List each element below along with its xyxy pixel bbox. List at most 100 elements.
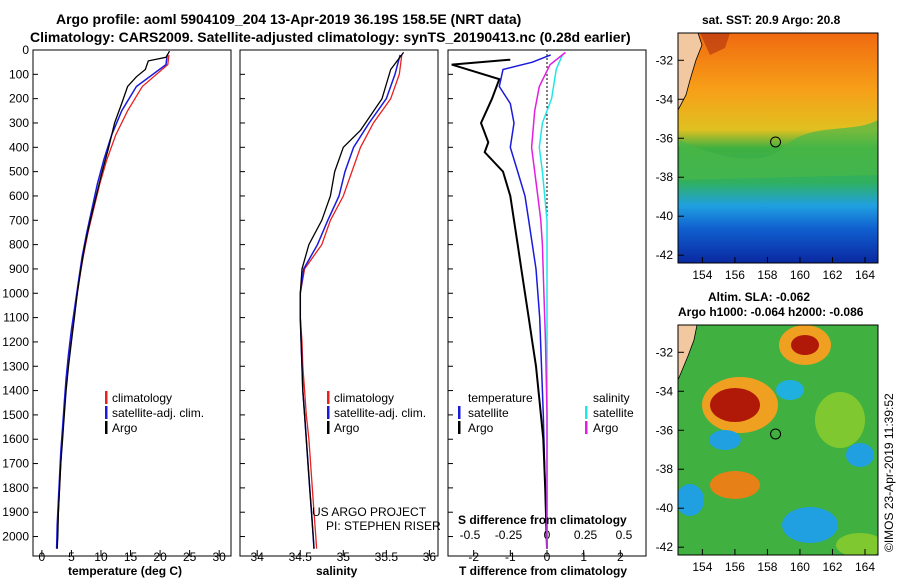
legend-t-argo: Argo <box>468 421 494 435</box>
depth-tick-label: 600 <box>9 189 29 203</box>
lon-tick-label: 160 <box>790 560 810 574</box>
lat-tick-label: -40 <box>656 501 674 515</box>
x-tick-label: 5 <box>68 550 75 564</box>
x-tick-label: 35.5 <box>375 550 399 564</box>
depth-tick-label: 300 <box>9 116 29 130</box>
x-tick-label: 35 <box>337 550 351 564</box>
s-diff-tick-label: -0.25 <box>495 528 523 542</box>
depth-tick-label: 400 <box>9 140 29 154</box>
sst-map-frame <box>677 32 879 264</box>
depth-tick-label: 500 <box>9 165 29 179</box>
legend-argo: Argo <box>334 421 360 435</box>
depth-tick-label: 800 <box>9 238 29 252</box>
sla-map-axes: 154 156 158 160 162 164 -32 -34 -36 -38 -40 -42 <box>656 345 876 574</box>
s-diff-tick-label: -0.5 <box>460 528 481 542</box>
difference-lines <box>451 51 566 549</box>
legend-swatch-s-satellite <box>585 406 588 419</box>
depth-tick-label: 2000 <box>2 530 29 544</box>
series-argo <box>299 52 405 549</box>
temperature-panel <box>32 49 232 557</box>
legend-swatch-climatology <box>327 391 330 404</box>
pi-credit: PI: STEPHEN RISER <box>326 519 441 533</box>
lon-tick-label: 162 <box>822 560 842 574</box>
series-s-argo <box>530 51 566 549</box>
depth-tick-label: 1300 <box>2 359 29 373</box>
legend-satellite: satellite-adj. clim. <box>112 406 204 420</box>
depth-tick-label: 1500 <box>2 408 29 422</box>
lon-tick-label: 156 <box>725 560 745 574</box>
x-tick-label: 25 <box>183 550 197 564</box>
lon-tick-label: 160 <box>790 268 810 282</box>
legend-swatch-s-argo <box>585 421 588 434</box>
series-s-satellite <box>538 54 564 549</box>
lat-tick-label: -42 <box>656 540 674 554</box>
sst-map-title: sat. SST: 20.9 Argo: 20.8 <box>702 13 841 27</box>
temperature-x-axis: 0 5 10 15 20 25 30 <box>39 550 226 564</box>
x-tick-label: 1 <box>580 550 587 564</box>
lat-tick-label: -36 <box>656 131 674 145</box>
x-tick-label: -2 <box>468 550 479 564</box>
legend-satellite: satellite-adj. clim. <box>334 406 426 420</box>
legend-argo: Argo <box>112 421 138 435</box>
lon-tick-label: 154 <box>692 560 712 574</box>
legend-swatch-climatology <box>105 391 108 404</box>
lat-tick-label: -34 <box>656 92 674 106</box>
x-tick-label: 36 <box>423 550 437 564</box>
legend-s-argo: Argo <box>593 421 619 435</box>
x-tick-label: 30 <box>212 550 226 564</box>
legend-swatch-argo <box>327 421 330 434</box>
argo-location-marker <box>770 428 782 440</box>
legend-s-satellite: satellite <box>593 406 634 420</box>
x-tick-label: 20 <box>153 550 167 564</box>
x-tick-label: 34 <box>251 550 265 564</box>
x-tick-label: 15 <box>124 550 138 564</box>
legend-climatology: climatology <box>334 391 394 405</box>
lat-tick-label: -38 <box>656 462 674 476</box>
temperature-lines <box>55 50 171 549</box>
warm-core <box>700 33 730 55</box>
sla-map-title: Altim. SLA: -0.062 <box>708 290 810 304</box>
lon-tick-label: 154 <box>692 268 712 282</box>
lon-tick-label: 156 <box>725 268 745 282</box>
sla-map-subtitle: Argo h1000: -0.064 h2000: -0.086 <box>678 305 864 319</box>
legend-climatology: climatology <box>112 391 172 405</box>
series-t-satellite <box>498 54 551 549</box>
series-argo <box>56 50 171 549</box>
lat-tick-label: -40 <box>656 209 674 223</box>
legend-temperature-heading: temperature <box>468 391 533 405</box>
lon-tick-label: 164 <box>855 268 875 282</box>
temperature-axis-label: temperature (deg C) <box>68 564 182 578</box>
lat-tick-label: -32 <box>656 345 674 359</box>
sla-map-frame <box>677 324 879 556</box>
depth-tick-label: 900 <box>9 262 29 276</box>
series-t-argo <box>451 58 548 549</box>
depth-axis: 0 100 200 300 400 500 600 700 800 900 1000 1100 1200… <box>2 43 453 544</box>
t-difference-axis-label: T difference from climatology <box>459 564 627 578</box>
sla-map-image <box>678 325 878 555</box>
legend-salinity-heading: salinity <box>593 391 630 405</box>
coastline <box>678 33 703 111</box>
depth-tick-label: 1000 <box>2 286 29 300</box>
legend-swatch-satellite <box>105 406 108 419</box>
x-tick-label: 10 <box>94 550 108 564</box>
lat-tick-label: -36 <box>656 423 674 437</box>
x-tick-label: -1 <box>505 550 516 564</box>
lat-tick-label: -38 <box>656 170 674 184</box>
imos-credit: ©IMOS 23-Apr-2019 11:39:52 <box>882 393 896 552</box>
coastline <box>678 325 698 381</box>
depth-tick-label: 700 <box>9 213 29 227</box>
s-diff-tick-label: 0.25 <box>574 528 598 542</box>
depth-tick-label: 1700 <box>2 457 29 471</box>
lon-tick-label: 158 <box>757 560 777 574</box>
salinity-x-axis: 34 34.5 35 35.5 36 <box>251 550 437 564</box>
legend-t-satellite: satellite <box>468 406 509 420</box>
depth-tick-label: 1400 <box>2 384 29 398</box>
lon-tick-label: 162 <box>822 268 842 282</box>
depth-tick-label: 200 <box>9 92 29 106</box>
legend-swatch-t-satellite <box>458 406 461 419</box>
lat-tick-label: -32 <box>656 53 674 67</box>
salinity-lines <box>299 52 405 549</box>
lat-tick-label: -34 <box>656 384 674 398</box>
salinity-panel <box>239 49 439 557</box>
